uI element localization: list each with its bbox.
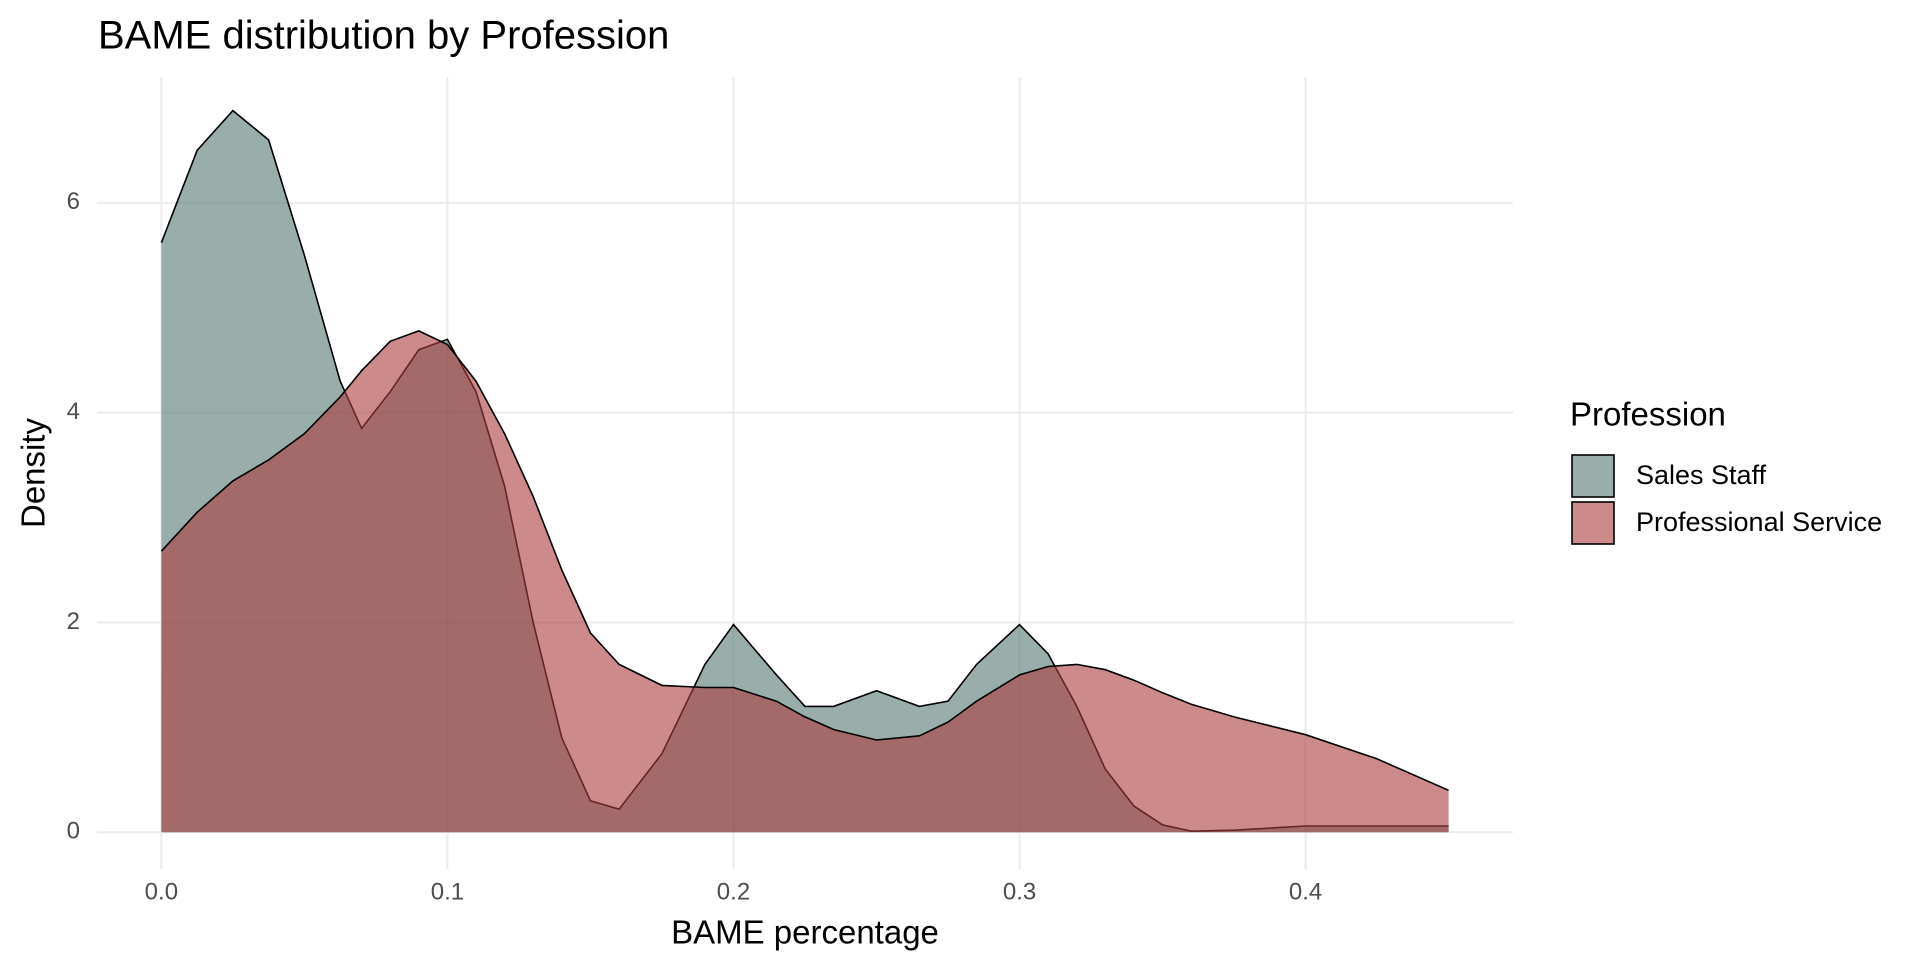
area-fill bbox=[161, 330, 1449, 833]
y-axis-label: Density bbox=[15, 417, 52, 528]
density-line bbox=[160, 330, 1449, 792]
y-tick-label: 6 bbox=[67, 188, 80, 215]
x-tick-label: 0.4 bbox=[1289, 878, 1322, 905]
y-tick-label: 4 bbox=[67, 398, 80, 425]
y-tick-label: 2 bbox=[67, 608, 80, 635]
legend-title: Profession bbox=[1570, 396, 1726, 433]
x-tick-label: 0.1 bbox=[431, 878, 464, 905]
x-tick-label: 0.3 bbox=[1003, 878, 1036, 905]
chart-title: BAME distribution by Profession bbox=[98, 14, 669, 58]
x-axis-label: BAME percentage bbox=[671, 914, 939, 951]
legend-label: Professional Service bbox=[1636, 507, 1882, 537]
legend-key bbox=[1571, 454, 1615, 498]
x-tick-label: 0.0 bbox=[145, 878, 178, 905]
y-tick-label: 0 bbox=[67, 818, 80, 845]
x-tick-label: 0.2 bbox=[717, 878, 750, 905]
legend-key bbox=[1571, 501, 1615, 545]
legend-label: Sales Staff bbox=[1636, 460, 1767, 490]
